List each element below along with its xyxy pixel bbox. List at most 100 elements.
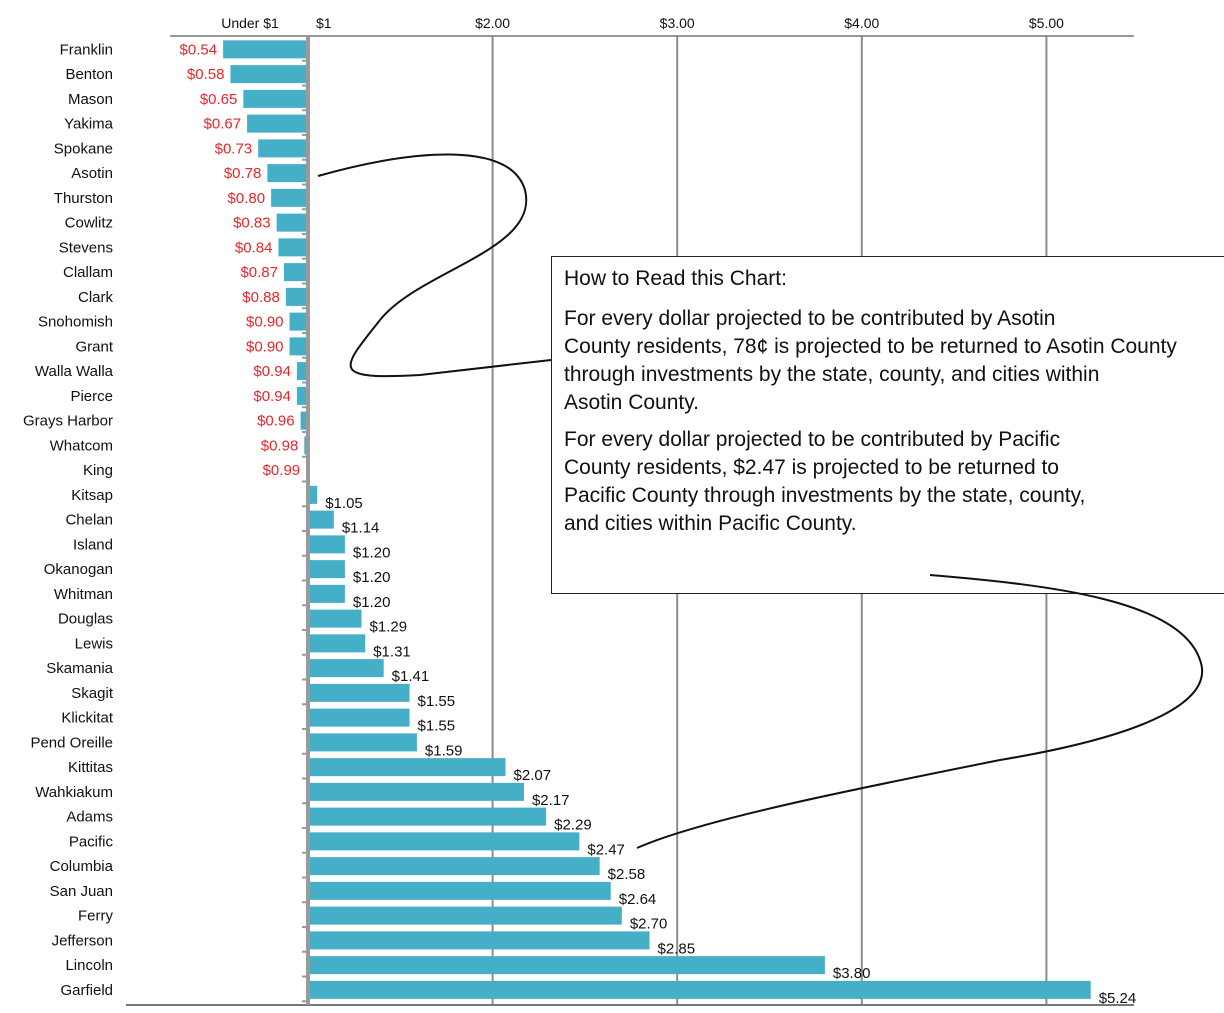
value-label: $5.24	[1099, 990, 1137, 1007]
category-label: Island	[73, 536, 113, 553]
category-label: Adams	[66, 809, 113, 826]
value-label: $0.94	[253, 363, 291, 380]
bar	[300, 411, 308, 430]
category-label: Pacific	[69, 833, 114, 850]
category-label: Mason	[68, 91, 113, 108]
category-label: Yakima	[64, 116, 114, 133]
bar	[308, 683, 410, 702]
bar	[308, 807, 547, 826]
bar	[289, 337, 308, 356]
bar	[308, 906, 622, 925]
category-label: Stevens	[59, 239, 113, 256]
value-label: $1.59	[425, 742, 463, 759]
value-label: $0.78	[224, 165, 262, 182]
category-label: Columbia	[50, 858, 114, 875]
note-pacific-line: and cities within Pacific County.	[564, 512, 857, 535]
category-label: Jefferson	[52, 932, 113, 949]
value-label: $2.07	[514, 767, 552, 784]
note-title: How to Read this Chart:	[564, 267, 787, 290]
value-label: $2.47	[587, 841, 625, 858]
category-label: Clallam	[63, 264, 113, 281]
note-asotin-line: For every dollar projected to be contrib…	[564, 307, 1056, 330]
value-label: $0.90	[246, 338, 284, 355]
bar	[308, 980, 1091, 999]
value-label: $0.67	[204, 116, 242, 133]
bar	[308, 733, 417, 752]
value-label: $0.87	[240, 264, 278, 281]
category-label: San Juan	[50, 883, 113, 900]
value-label: $0.94	[253, 388, 291, 405]
note-asotin-line: Asotin County.	[564, 391, 700, 414]
bar	[296, 386, 308, 405]
category-label: Thurston	[54, 190, 113, 207]
value-label: $0.54	[180, 41, 218, 58]
bar	[308, 758, 506, 777]
category-label: Skamania	[46, 660, 113, 677]
bar	[308, 931, 650, 950]
value-label: $1.14	[342, 520, 380, 537]
value-label: $2.58	[608, 866, 646, 883]
value-label: $2.85	[658, 940, 696, 957]
value-label: $0.98	[261, 437, 299, 454]
category-label: Kittitas	[68, 759, 113, 776]
value-labels: $0.54 $0.58 $0.65 $0.67 $0.73 $0.78 $0.80 $0.83…	[180, 41, 1137, 1007]
axis-tick-label: $2.00	[475, 15, 510, 31]
axis-tick-label: $1	[316, 15, 332, 31]
axis-tick-label: $4.00	[844, 15, 879, 31]
category-label: Walla Walla	[35, 363, 114, 380]
value-label: $0.90	[246, 314, 284, 331]
value-label: $3.80	[833, 965, 871, 982]
axes	[126, 35, 1134, 1006]
bar	[308, 956, 825, 975]
bars	[223, 40, 1091, 999]
category-label: Garfield	[60, 982, 113, 999]
category-label: Pierce	[70, 388, 113, 405]
note-asotin-line: County residents, 78¢ is projected to be…	[564, 335, 1177, 358]
category-label: Clark	[78, 289, 114, 306]
category-label: Okanogan	[44, 561, 113, 578]
category-label: Cowlitz	[65, 215, 113, 232]
bar	[308, 881, 611, 900]
category-label: King	[83, 462, 113, 479]
value-label: $2.29	[554, 817, 592, 834]
category-label: Franklin	[60, 41, 113, 58]
note-pacific-line: County residents, $2.47 is projected to …	[564, 456, 1059, 479]
value-label: $0.65	[200, 91, 238, 108]
value-label: $0.99	[263, 462, 301, 479]
value-label: $0.84	[235, 239, 273, 256]
axis-tick-label: Under $1	[221, 15, 279, 31]
value-label: $0.96	[257, 413, 295, 430]
category-label: Wahkiakum	[35, 784, 113, 801]
bar	[308, 560, 345, 579]
value-label: $2.70	[630, 916, 668, 933]
how-to-read-note: How to Read this Chart: For every dollar…	[551, 256, 1224, 594]
category-label: Kitsap	[71, 487, 113, 504]
bar	[271, 188, 308, 207]
bar	[296, 362, 308, 381]
value-label: $0.80	[228, 190, 266, 207]
category-label: Ferry	[78, 908, 113, 925]
bar	[284, 263, 308, 282]
value-label: $0.73	[215, 140, 253, 157]
category-labels: Franklin Benton Mason Yakima Spokane Asotin Th…	[23, 41, 114, 999]
bar	[308, 535, 345, 554]
category-label: Benton	[65, 66, 113, 83]
note-pacific-line: For every dollar projected to be contrib…	[564, 428, 1061, 451]
category-label: Grant	[75, 338, 113, 355]
value-label: $1.41	[392, 668, 430, 685]
category-label: Klickitat	[61, 710, 114, 727]
category-label: Whatcom	[50, 437, 113, 454]
category-label: Chelan	[65, 512, 113, 529]
category-label: Spokane	[54, 140, 113, 157]
value-label: $1.20	[353, 569, 391, 586]
bar	[289, 312, 308, 331]
note-pacific-line: Pacific County through investments by th…	[564, 484, 1086, 507]
value-label: $1.55	[418, 718, 456, 735]
note-pacific-text: For every dollar projected to be contrib…	[564, 426, 1224, 538]
category-label: Asotin	[71, 165, 113, 182]
value-label: $1.20	[353, 544, 391, 561]
value-label: $0.58	[187, 66, 225, 83]
value-label: $2.17	[532, 792, 570, 809]
category-label: Skagit	[71, 685, 114, 702]
